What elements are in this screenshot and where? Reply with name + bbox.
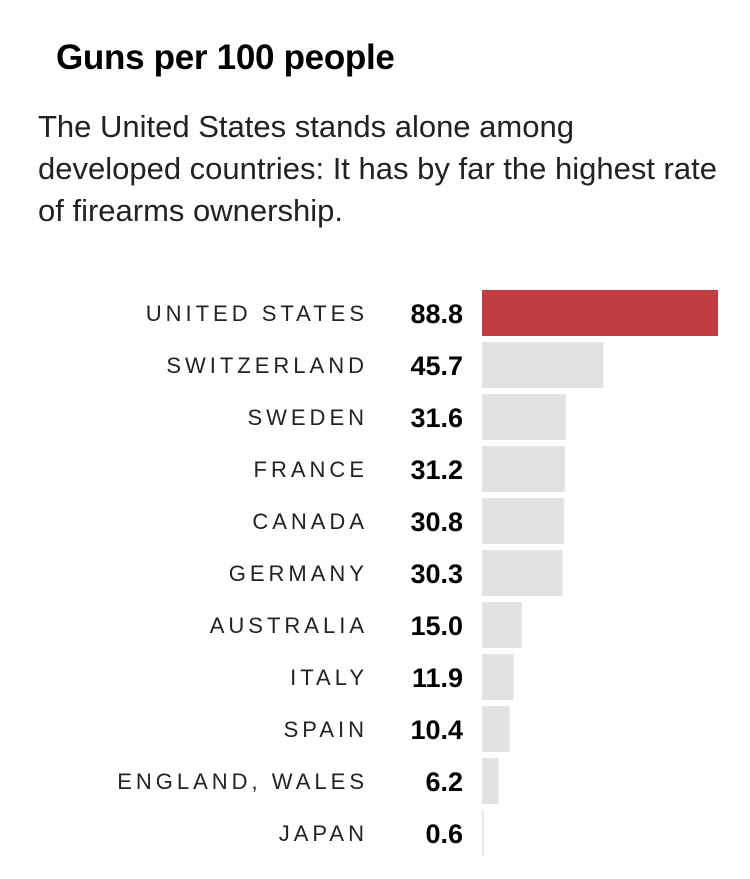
bar-row: FRANCE 31.2: [254, 446, 565, 492]
category-label: SPAIN: [284, 717, 368, 742]
bar-row: AUSTRALIA 15.0: [210, 602, 522, 648]
category-label: UNITED STATES: [146, 301, 368, 326]
value-label: 0.6: [425, 819, 463, 849]
value-label: 31.2: [410, 455, 463, 485]
value-label: 15.0: [410, 611, 463, 641]
bar-row: GERMANY 30.3: [229, 550, 563, 596]
bar: [482, 394, 566, 440]
bar: [482, 810, 484, 856]
category-label: GERMANY: [229, 561, 368, 586]
value-label: 11.9: [412, 663, 463, 693]
category-label: CANADA: [252, 509, 368, 534]
category-label: FRANCE: [254, 457, 368, 482]
bar: [482, 342, 604, 388]
bar-row: SWITZERLAND 45.7: [166, 342, 604, 388]
category-label: SWITZERLAND: [166, 353, 368, 378]
bar: [482, 446, 565, 492]
category-label: JAPAN: [279, 821, 368, 846]
value-label: 6.2: [425, 767, 463, 797]
chart-title: Guns per 100 people: [56, 38, 395, 77]
bar-row: SPAIN 10.4: [284, 706, 510, 752]
category-label: ITALY: [290, 665, 368, 690]
category-label: AUSTRALIA: [210, 613, 368, 638]
category-label: ENGLAND, WALES: [117, 769, 368, 794]
chart-subtitle: The United States stands alone among dev…: [38, 109, 717, 228]
bar: [482, 654, 514, 700]
value-label: 10.4: [410, 715, 463, 745]
bar-row: ENGLAND, WALES 6.2: [117, 758, 499, 804]
bar: [482, 550, 563, 596]
bar: [482, 498, 564, 544]
value-label: 30.3: [410, 559, 463, 589]
bar-row: JAPAN 0.6: [279, 810, 484, 856]
bar: [482, 602, 522, 648]
bar-row: CANADA 30.8: [252, 498, 564, 544]
bar: [482, 758, 499, 804]
bar-chart: UNITED STATES 88.8 SWITZERLAND 45.7 SWEDEN 31…: [117, 290, 718, 856]
bar: [482, 290, 718, 336]
bar: [482, 706, 510, 752]
value-label: 31.6: [410, 403, 463, 433]
value-label: 88.8: [410, 299, 463, 329]
category-label: SWEDEN: [247, 405, 368, 430]
bar-row: ITALY 11.9: [290, 654, 514, 700]
value-label: 30.8: [410, 507, 463, 537]
bar-row: UNITED STATES 88.8: [146, 290, 718, 336]
value-label: 45.7: [410, 351, 463, 381]
bar-row: SWEDEN 31.6: [247, 394, 566, 440]
